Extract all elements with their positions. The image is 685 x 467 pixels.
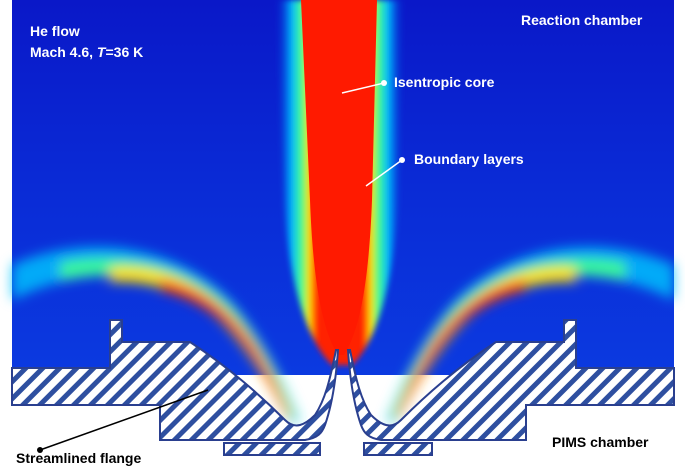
right-plume — [386, 247, 674, 425]
reaction-chamber-label: Reaction chamber — [521, 12, 643, 28]
boundary-layers-label: Boundary layers — [414, 151, 524, 167]
streamlined-flange — [11, 319, 675, 456]
left-nozzle-plate — [223, 442, 321, 456]
temperature-value-text: =36 K — [105, 44, 144, 60]
flow-conditions-label: Mach 4.6, T=36 K — [30, 44, 143, 60]
flow-title-label: He flow — [30, 23, 80, 39]
temperature-symbol-text: T — [96, 44, 106, 60]
pims-chamber-label: PIMS chamber — [552, 434, 649, 450]
left-plume — [12, 247, 300, 425]
streamlined-flange-label: Streamlined flange — [16, 450, 142, 466]
mach-number-text: Mach 4.6, — [30, 44, 94, 60]
right-nozzle-plate — [363, 442, 433, 456]
isentropic-core-label: Isentropic core — [394, 74, 495, 90]
annotation-leaders — [37, 80, 405, 453]
